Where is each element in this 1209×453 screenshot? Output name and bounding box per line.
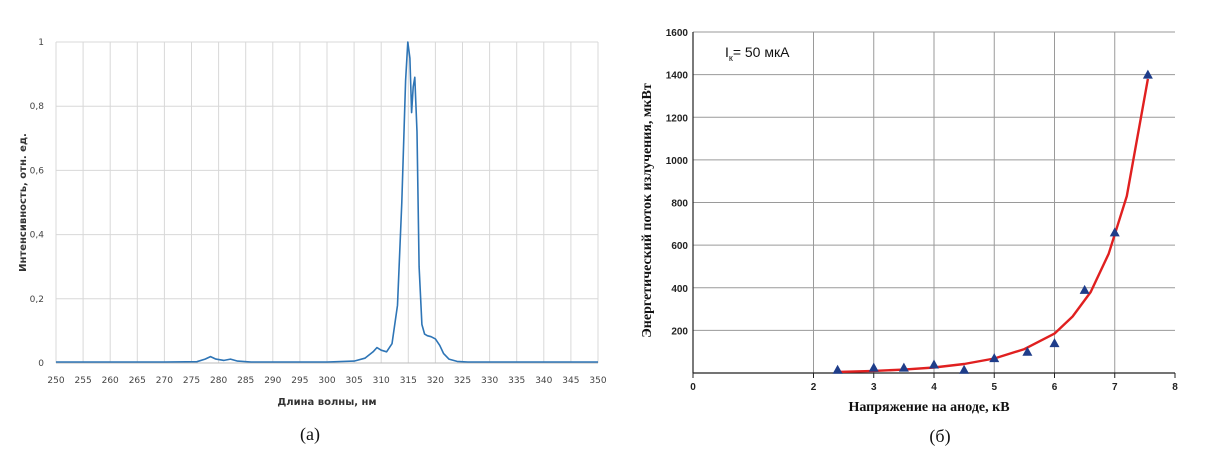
x-tick-label: 280 bbox=[210, 376, 227, 386]
y-tick-label: 0,2 bbox=[30, 295, 44, 305]
x-tick-label: 255 bbox=[75, 376, 92, 386]
x-tick-label: 250 bbox=[47, 376, 64, 386]
y-tick-label: 1200 bbox=[666, 113, 689, 124]
x-tick-label: 270 bbox=[156, 376, 173, 386]
x-tick-label: 310 bbox=[373, 376, 390, 386]
x-tick-label: 265 bbox=[129, 376, 146, 386]
x-tick-label: 275 bbox=[183, 376, 200, 386]
x-tick-label: 4 bbox=[931, 382, 937, 393]
data-point bbox=[1022, 346, 1033, 356]
y-tick-label: 1 bbox=[38, 38, 44, 48]
x-tick-label: 330 bbox=[481, 376, 498, 386]
x-tick-label: 295 bbox=[291, 376, 308, 386]
annotation-value: = 50 мкА bbox=[733, 44, 790, 60]
fit-curve bbox=[837, 78, 1150, 374]
y-tick-label: 400 bbox=[671, 284, 688, 295]
y-tick-label: 1400 bbox=[666, 71, 689, 82]
data-point bbox=[898, 362, 909, 372]
data-point bbox=[1049, 338, 1060, 348]
x-tick-label: 340 bbox=[535, 376, 552, 386]
x-tick-label: 315 bbox=[400, 376, 417, 386]
y-axis-label: Энергетический поток излучения, мкВт bbox=[640, 83, 655, 338]
radiant-flux-chart: 200 400 600 800 1000 1200 1400 1600 0 2 3 4 5 6 7 8 Iк= … bbox=[640, 28, 1178, 447]
data-point bbox=[1079, 284, 1090, 294]
x-tick-label: 0 bbox=[690, 382, 696, 393]
x-tick-label: 345 bbox=[562, 376, 579, 386]
x-tick-label: 6 bbox=[1052, 382, 1058, 393]
x-tick-label: 300 bbox=[318, 376, 335, 386]
y-tick-label: 1600 bbox=[666, 28, 689, 39]
x-tick-label: 8 bbox=[1172, 382, 1178, 393]
data-point bbox=[989, 353, 1000, 363]
annotation-subscript: к bbox=[729, 53, 733, 63]
x-tick-label: 325 bbox=[454, 376, 471, 386]
y-tick-label: 600 bbox=[671, 241, 688, 252]
y-tick-label: 0,4 bbox=[30, 231, 45, 241]
x-tick-label: 260 bbox=[102, 376, 119, 386]
x-axis-label: Напряжение на аноде, кВ bbox=[848, 400, 1009, 415]
x-tick-label: 285 bbox=[237, 376, 254, 386]
x-tick-label: 305 bbox=[346, 376, 363, 386]
series-line bbox=[56, 41, 598, 363]
x-tick-label: 335 bbox=[508, 376, 525, 386]
x-tick-label: 3 bbox=[871, 382, 877, 393]
x-tick-label: 350 bbox=[589, 376, 606, 386]
y-axis-label: Интенсивность, отн. ед. bbox=[18, 133, 29, 272]
data-point bbox=[1142, 69, 1153, 79]
x-tick-label: 2 bbox=[811, 382, 817, 393]
data-point bbox=[959, 364, 970, 374]
y-tick-label: 0 bbox=[38, 359, 44, 369]
data-point bbox=[868, 362, 879, 372]
x-tick-label: 7 bbox=[1112, 382, 1118, 393]
chart-caption: (a) bbox=[300, 424, 320, 445]
data-point bbox=[929, 359, 939, 369]
x-axis-label: Длина волны, нм bbox=[277, 397, 376, 408]
data-point bbox=[1109, 227, 1120, 237]
chart-caption: (б) bbox=[929, 426, 950, 447]
x-tick-label: 290 bbox=[264, 376, 281, 386]
annotation-main: I bbox=[725, 44, 729, 60]
y-tick-label: 0,6 bbox=[30, 166, 45, 176]
y-tick-label: 800 bbox=[671, 199, 688, 210]
x-tick-label: 320 bbox=[427, 376, 444, 386]
y-tick-label: 1000 bbox=[666, 156, 689, 167]
current-annotation: Iк= 50 мкА bbox=[725, 44, 790, 63]
spectrum-chart: 250 255 260 265 270 275 280 285 290 295 300 305 310 3… bbox=[18, 38, 607, 445]
data-point bbox=[832, 364, 843, 374]
x-tick-label: 5 bbox=[991, 382, 997, 393]
y-tick-label: 0,8 bbox=[30, 102, 45, 112]
y-tick-label: 200 bbox=[671, 326, 688, 337]
